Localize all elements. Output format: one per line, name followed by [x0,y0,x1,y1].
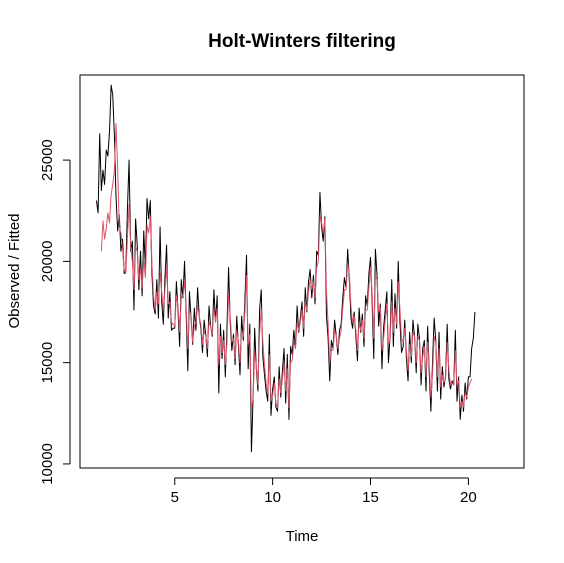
y-axis-label: Observed / Fitted [6,213,23,328]
series-line-fitted [100,123,473,412]
y-tick-label: 25000 [39,139,56,181]
x-tick-label: 5 [171,489,179,506]
y-tick-label: 20000 [39,241,56,283]
y-tick-label: 10000 [39,443,56,485]
series-layer [95,84,476,453]
chart-title: Holt-Winters filtering [208,31,396,52]
series-line-observed [95,84,476,453]
y-axis: 10000 15000 20000 25000 [39,139,71,485]
x-axis: 5 10 15 20 [171,477,477,506]
plot-box [79,74,525,469]
x-tick-label: 10 [264,489,281,506]
x-tick-label: 15 [362,489,379,506]
x-axis-label: Time [286,528,319,545]
y-tick-label: 15000 [39,342,56,384]
x-tick-label: 20 [460,489,477,506]
